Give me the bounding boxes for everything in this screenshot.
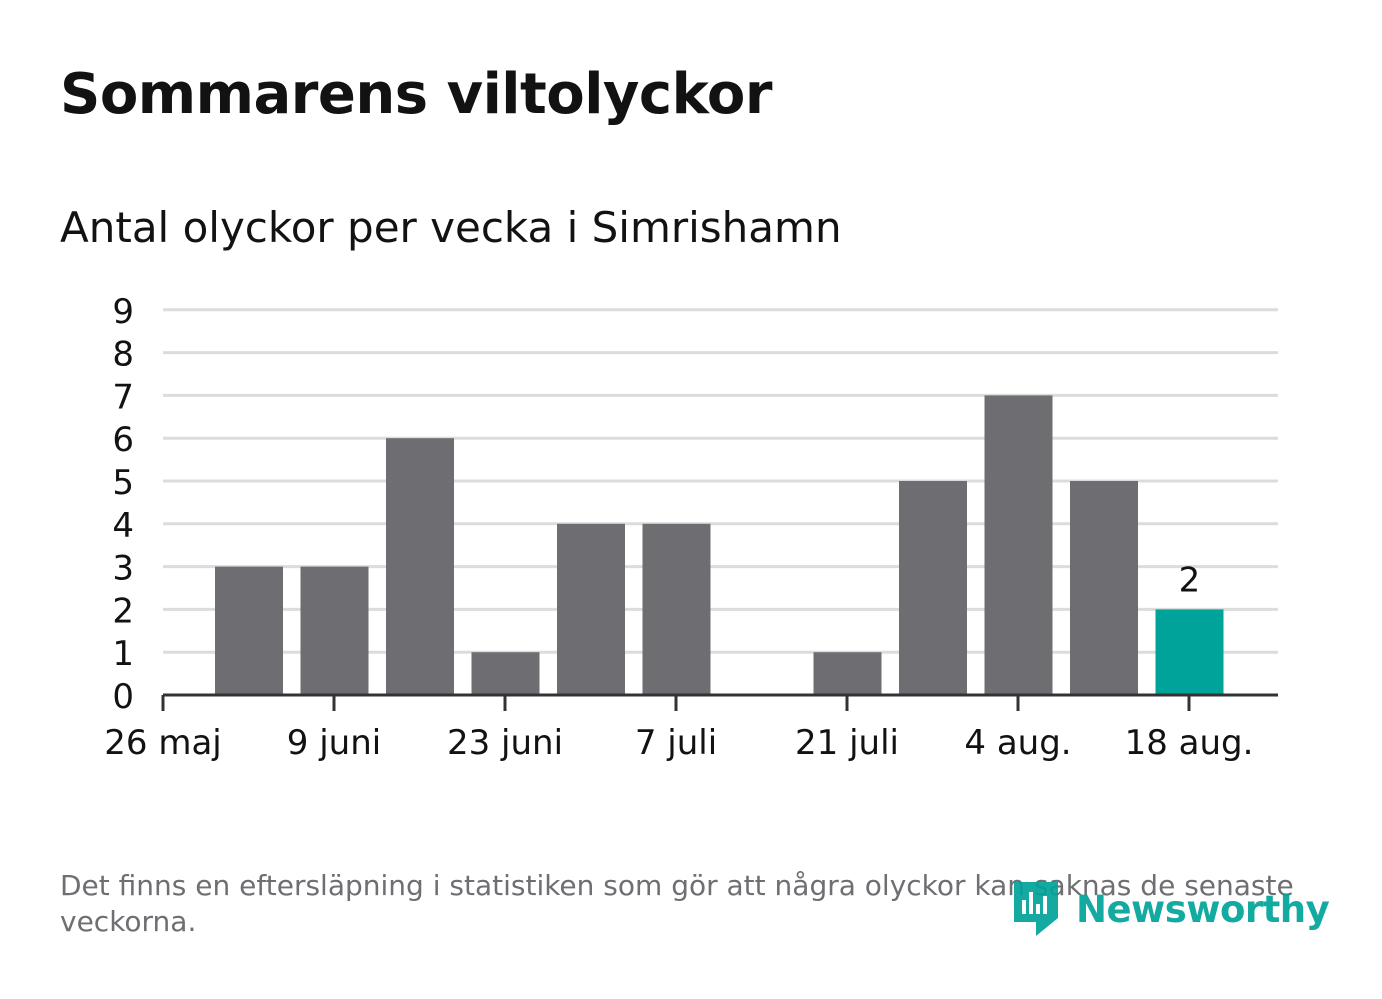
x-tick-label: 21 juli	[795, 723, 899, 763]
y-tick-label: 0	[112, 677, 134, 717]
chart-title: Sommarens viltolyckor	[60, 62, 772, 127]
x-tick-label: 23 juni	[447, 723, 563, 763]
x-tick-label: 26 maj	[104, 723, 221, 763]
chart-subtitle: Antal olyckor per vecka i Simrishamn	[60, 203, 842, 252]
y-tick-label: 4	[112, 506, 134, 546]
x-tick-label: 18 aug.	[1125, 723, 1254, 763]
y-tick-label: 7	[112, 377, 134, 417]
data-label: 2	[1179, 560, 1201, 600]
bar	[471, 652, 540, 695]
y-tick-label: 8	[112, 335, 134, 375]
y-tick-label: 1	[112, 634, 134, 674]
bar	[813, 652, 882, 695]
x-axis: 26 maj 9 juni 23 juni 7 juli 21 juli 4 aug. 18…	[104, 693, 1278, 763]
x-tick-label: 9 juni	[287, 723, 381, 763]
y-tick-label: 6	[112, 420, 134, 460]
newsworthy-logo: Newsworthy	[1010, 878, 1330, 940]
bar	[1155, 609, 1224, 695]
bar	[984, 395, 1053, 695]
bar	[642, 523, 711, 695]
bars	[215, 395, 1224, 695]
bar	[215, 566, 283, 695]
y-tick-label: 3	[112, 549, 134, 589]
y-tick-label: 5	[112, 463, 134, 503]
x-tick-label: 4 aug.	[964, 723, 1071, 763]
logo-wordmark: Newsworthy	[1076, 887, 1330, 931]
newsworthy-logo-icon	[1014, 882, 1058, 936]
y-tick-label: 2	[112, 591, 134, 631]
data-labels: 2	[1179, 560, 1201, 600]
bar	[557, 523, 625, 695]
x-tick-label: 7 juli	[635, 723, 717, 763]
bar	[899, 481, 967, 695]
bar	[386, 438, 454, 695]
bar	[300, 566, 369, 695]
bar	[1070, 481, 1138, 695]
footnote: Det finns en eftersläpning i statistiken…	[60, 869, 1294, 938]
y-tick-label: 9	[112, 292, 134, 332]
